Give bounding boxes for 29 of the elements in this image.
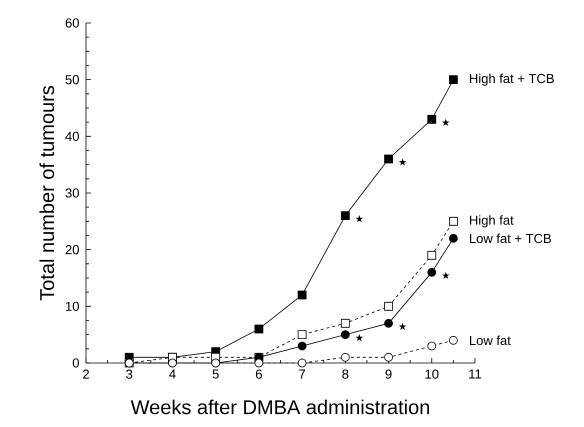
y-tick-label: 10 [66,302,79,311]
y-axis-title: Total number of tumours [39,86,54,300]
annotation: ★ [442,272,450,279]
x-tick-label: 8 [342,370,348,379]
x-tick-label: 6 [256,370,262,379]
annotation: ★ [356,334,364,342]
annotation: ★ [398,158,406,166]
y-tick-label: 30 [66,188,79,198]
x-tick-label: 3 [126,370,132,379]
series-label: High fat + TCB [470,74,554,86]
y-tick-label: 50 [66,75,79,84]
x-tick-label: 10 [426,370,439,379]
x-tick-label: 2 [83,370,89,379]
x-tick-label: 11 [469,370,482,378]
annotation: ★ [442,118,450,126]
x-tick-label: 5 [212,370,219,379]
y-tick-label: 40 [65,132,79,141]
series-label: Low fat + TCB [470,234,551,244]
x-tick-label: 9 [386,370,392,379]
annotation: ★ [356,215,364,222]
x-tick-label: 4 [169,370,176,378]
x-tick-label: 7 [299,370,306,378]
y-tick-label: 0 [72,358,79,368]
series-label: Low fat [470,336,511,346]
x-axis-title: Weeks after DMBA administration [130,400,430,414]
annotation: ★ [398,322,406,330]
series-label: High fat [470,215,514,228]
y-tick-label: 60 [66,18,79,28]
y-tick-label: 20 [66,245,79,254]
